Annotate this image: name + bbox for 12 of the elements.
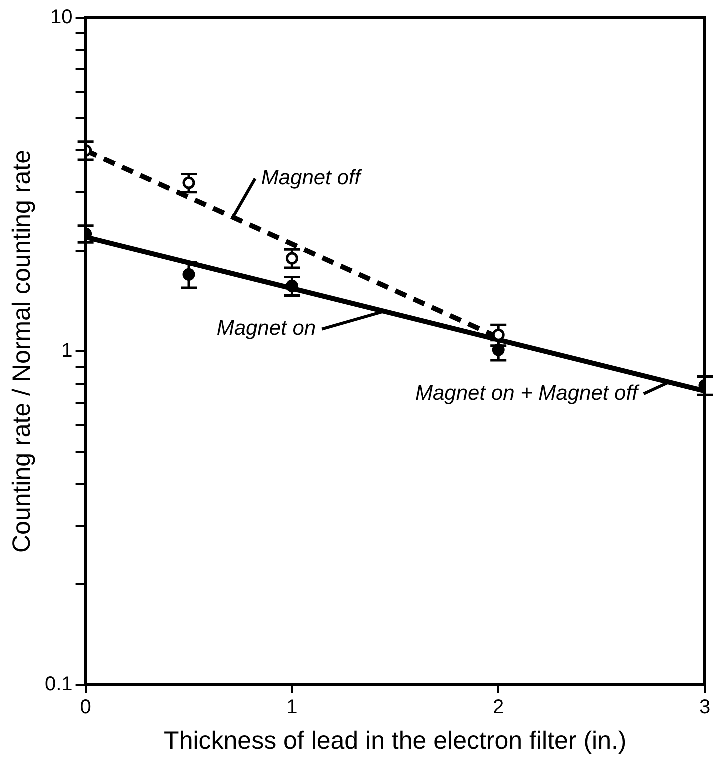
y-axis-title: Counting rate / Normal counting rate — [8, 150, 36, 553]
x-axis-title: Thickness of lead in the electron filter (in.) — [164, 726, 627, 755]
x-tick-label: 3 — [699, 696, 711, 719]
x-tick-label: 0 — [80, 696, 92, 719]
x-tick-label: 1 — [286, 696, 298, 719]
annotation: Magnet on + Magnet off — [416, 382, 640, 405]
annotation: Magnet off — [261, 166, 363, 190]
y-tick-label: 10 — [50, 6, 73, 29]
y-tick-label: 0.1 — [44, 674, 73, 696]
x-tick-label: 2 — [493, 696, 504, 719]
annotation: Magnet on — [216, 317, 316, 340]
y-tick-label: 1 — [62, 340, 73, 362]
